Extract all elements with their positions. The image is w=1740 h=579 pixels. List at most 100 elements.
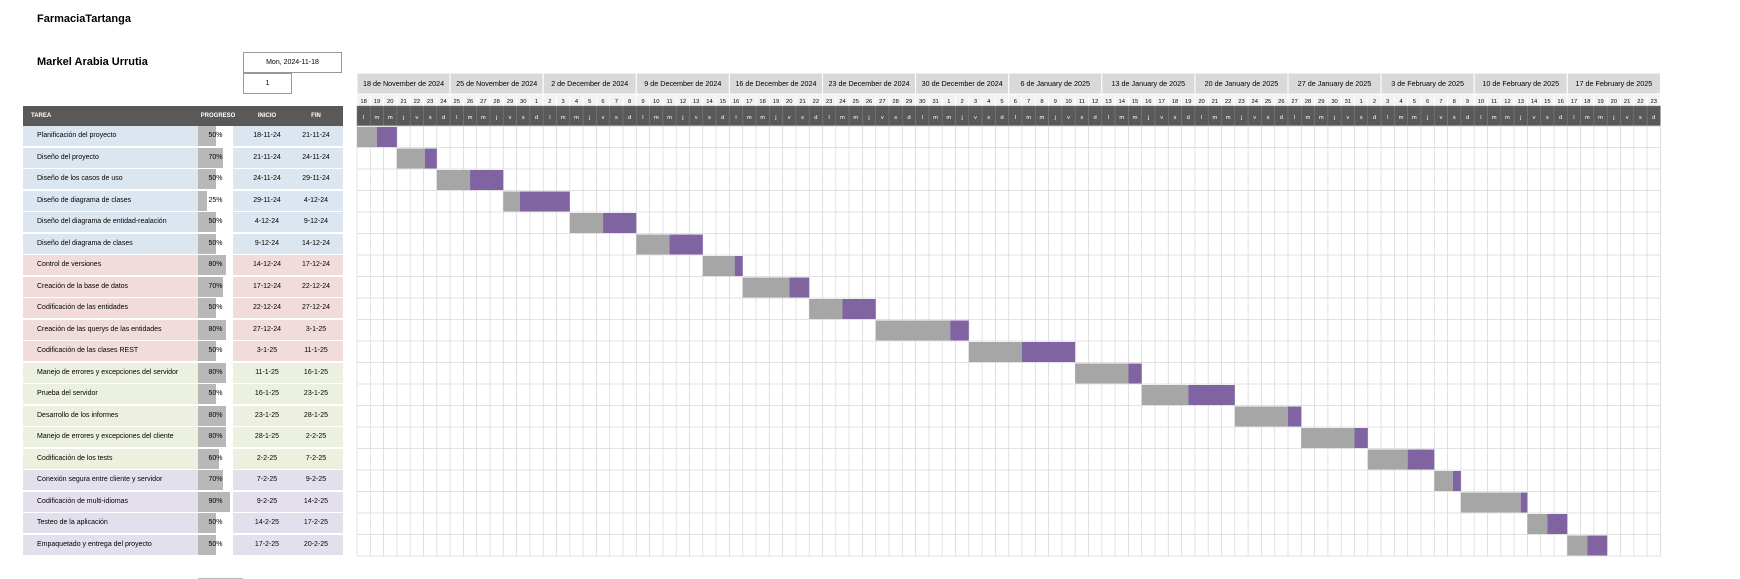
task-row[interactable] [23,233,343,254]
day-number: 23 [1651,99,1657,105]
progress-text: 25% [208,196,223,204]
day-letter: m [1492,115,1497,121]
progress-cell: 70% [198,470,233,490]
task-end-date: 9-2-25 [305,476,327,483]
task-row[interactable] [23,491,343,512]
week-label: 18 de November de 2024 [363,79,444,88]
day-letter: s [1546,115,1549,121]
task-row[interactable] [23,276,343,297]
day-letter: m [388,115,393,121]
display-week-cell[interactable]: 1 [243,73,292,94]
task-start-date: 29-11-24 [253,196,281,204]
day-letter: m [1133,115,1138,121]
task-row[interactable] [23,427,343,447]
task-start-date: 28-1-25 [254,433,280,440]
progress-fill [198,190,207,211]
task-row[interactable] [23,405,343,426]
header-end: FIN [311,113,321,119]
task-row[interactable] [23,384,343,404]
bar-remaining [734,256,743,276]
day-number: 20 [387,99,393,105]
task-row[interactable] [23,298,343,318]
day-number: 7 [1027,99,1030,105]
bar-remaining [789,277,810,298]
task-row[interactable] [23,362,343,383]
progress-fill [198,513,216,533]
day-letter: m [574,115,579,121]
task-end-date: 24-11-24 [302,153,330,161]
day-number: 29 [1318,99,1324,105]
day-letter: l [549,115,550,121]
task-row[interactable] [23,190,343,211]
task-row[interactable] [23,169,343,189]
day-number: 6 [1426,99,1429,105]
task-end-date: 22-12-24 [301,282,331,290]
week-label: 3 de February de 2025 [1391,79,1464,88]
bar-remaining [1547,514,1568,534]
progress-text: 50% [208,175,223,182]
task-row[interactable] [23,534,343,555]
day-letter: m [946,115,951,121]
day-letter: j [1240,115,1242,121]
task-start-date: 11-1-25 [255,368,279,376]
day-letter: s [1360,115,1363,121]
task-row[interactable] [23,147,343,168]
bar-remaining [376,127,397,147]
day-letter: d [814,115,817,121]
day-number: 25 [454,99,460,105]
task-end-date: 7-2-25 [305,454,327,462]
task-row[interactable] [23,470,343,490]
progress-cell: 60% [198,448,233,469]
task-name: Manejo de errores y excepciones del clie… [37,433,174,440]
day-letter: m [1399,115,1404,121]
bar-remaining [1587,535,1608,556]
day-letter: m [1598,115,1603,121]
day-number: 6 [601,99,604,105]
task-start-date: 23-1-25 [254,411,280,419]
task-end-date: 3-1-25 [305,325,327,333]
day-letter: l [1201,115,1202,121]
task-row[interactable] [23,341,343,361]
task-row[interactable] [23,448,343,469]
day-letter: l [1387,115,1388,121]
day-number: 9 [641,99,644,105]
day-letter: d [1466,115,1469,121]
day-number: 24 [440,99,447,105]
day-letter: m [933,115,938,121]
day-letter: s [615,115,618,121]
bar-remaining [470,170,504,190]
progress-cell: 80% [198,427,233,447]
task-row[interactable] [23,319,343,340]
day-letter: d [1559,115,1562,121]
task-name: Planificación del proyecto [37,132,117,139]
day-number: 4 [575,99,579,105]
day-letter: l [456,115,457,121]
day-number: 7 [1439,99,1442,105]
task-row[interactable] [23,255,343,275]
day-number: 30 [919,99,925,105]
day-number: 2 [548,99,551,105]
day-number: 15 [1544,99,1550,105]
task-name: Prueba del servidor [37,390,98,397]
day-letter: m [1306,115,1311,121]
day-number: 25 [1265,99,1271,105]
task-row[interactable] [23,126,343,146]
task-row[interactable] [23,212,343,232]
task-row[interactable] [23,513,343,533]
progress-text: 80% [208,368,223,376]
week-label: 13 de January de 2025 [1112,79,1186,88]
day-number: 19 [374,99,380,105]
day-number: 31 [932,99,938,105]
day-letter: j [402,115,404,121]
day-letter: m [561,115,566,121]
project-start-cell[interactable]: Mon, 2024-11-18 [243,52,342,73]
day-letter: s [429,115,432,121]
day-number: 28 [493,99,499,105]
progress-text: 60% [208,454,223,462]
day-number: 16 [1145,99,1151,105]
day-number: 22 [1637,99,1643,105]
day-letter: v [602,115,605,121]
task-name: Creación de la base de datos [37,282,129,290]
progress-text: 80% [208,325,223,333]
